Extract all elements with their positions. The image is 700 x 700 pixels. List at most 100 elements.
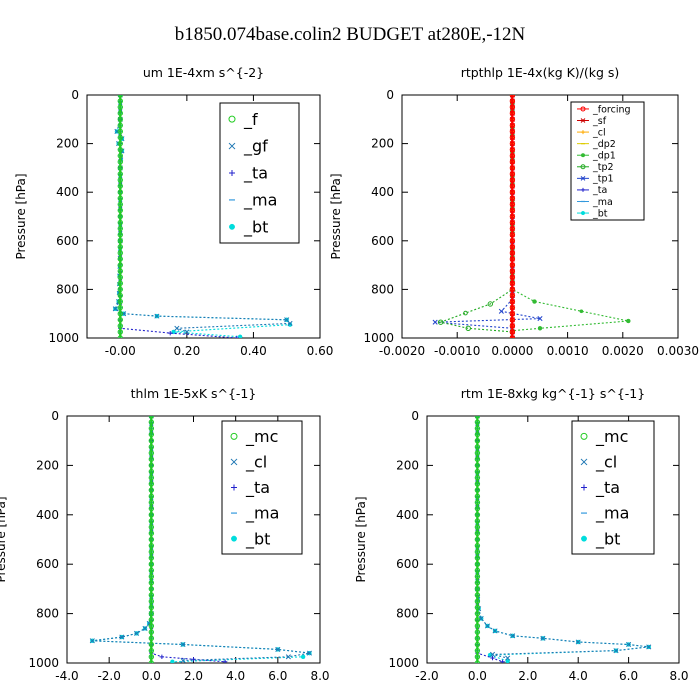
x-tick-label: 2.0 — [518, 669, 537, 683]
data-point — [509, 171, 516, 177]
legend-label: _tp2 — [592, 162, 614, 173]
data-point — [579, 309, 584, 314]
panel-title: rtm 1E-8xkg kg^{-1} s^{-1} — [461, 386, 645, 401]
data-point — [148, 475, 155, 481]
y-tick-label: 600 — [36, 557, 59, 571]
legend: _mc _cl _ta _ma _bt — [571, 420, 655, 555]
data-point — [474, 617, 481, 623]
panel-2: rtpthlp 1E-4x(kg K)/(kg s) Pressure [hPa]… — [329, 65, 699, 358]
data-point — [474, 524, 481, 530]
data-point — [474, 555, 481, 561]
data-point — [465, 325, 471, 331]
data-point — [117, 201, 123, 208]
data-point — [505, 655, 511, 661]
panel-1: um 1E-4xm s^{-2} Pressure [hPa] 0 200 400 600… — [14, 65, 333, 358]
data-point — [148, 635, 155, 641]
legend-item: _cl — [580, 453, 617, 473]
data-point — [148, 499, 155, 506]
y-tick-label: 400 — [371, 185, 394, 199]
data-point — [117, 165, 123, 171]
data-point — [117, 116, 123, 123]
legend-label: _bt — [245, 529, 270, 549]
x-tick-label: 6.0 — [268, 669, 287, 683]
y-tick-label: 0 — [411, 409, 419, 423]
data-point — [148, 567, 155, 574]
data-point — [537, 316, 543, 322]
data-point — [474, 623, 481, 629]
y-tick-label: 200 — [371, 137, 394, 151]
data-point — [474, 598, 481, 604]
y-tick-label: 800 — [56, 282, 79, 296]
x-tick-label: 8.0 — [669, 669, 688, 683]
data-point — [148, 555, 155, 561]
data-point — [509, 213, 516, 220]
y-tick-label: 0 — [51, 409, 59, 423]
series-group — [112, 95, 293, 338]
data-point — [474, 505, 481, 512]
plot-frame — [426, 415, 680, 664]
data-point — [117, 256, 123, 262]
data-point — [117, 280, 123, 287]
data-point — [117, 159, 123, 165]
panel-title: um 1E-4xm s^{-2} — [143, 65, 264, 80]
legend-item: _ta — [229, 164, 268, 184]
data-point — [509, 134, 516, 141]
data-point — [117, 292, 123, 299]
data-point — [148, 604, 155, 611]
y-tick-label: 600 — [396, 557, 419, 571]
data-point — [237, 334, 243, 338]
series-line — [476, 416, 503, 663]
legend-marker — [228, 115, 236, 123]
data-point — [287, 320, 293, 326]
legend: _f _gf _ta _ma _bt — [219, 102, 300, 244]
data-point — [117, 153, 123, 159]
data-point — [510, 633, 516, 639]
data-point — [474, 542, 481, 549]
data-point — [117, 268, 123, 274]
x-tick-label: 0.0010 — [547, 344, 589, 358]
legend-item: _mc — [580, 427, 628, 447]
data-point — [148, 431, 155, 438]
data-point — [613, 648, 619, 654]
data-point — [148, 549, 155, 555]
data-point — [117, 298, 123, 305]
plot-frame — [401, 94, 679, 339]
data-point — [148, 481, 155, 487]
data-point — [474, 419, 481, 425]
y-axis-label: Pressure [hPa] — [0, 496, 8, 582]
data-point — [537, 326, 543, 331]
data-point — [509, 189, 516, 195]
data-point — [117, 262, 123, 268]
x-tick-label: 0.0030 — [657, 344, 699, 358]
data-point — [148, 586, 155, 592]
legend-item: _bt — [231, 529, 270, 549]
data-point — [509, 304, 516, 311]
data-point — [148, 580, 155, 586]
data-point — [509, 244, 516, 250]
x-tick-label: -0.00 — [105, 344, 136, 358]
data-point — [474, 604, 481, 611]
data-point — [646, 644, 652, 650]
data-point — [474, 549, 481, 555]
legend-label: _dp2 — [592, 139, 616, 150]
legend-item: _ma — [231, 504, 279, 524]
x-tick-label: -2.0 — [415, 669, 438, 683]
legend-item: _ta — [577, 185, 607, 196]
data-point — [148, 425, 155, 432]
series-line — [435, 95, 541, 338]
legend-item: _tp2 — [577, 162, 614, 173]
data-point — [474, 647, 481, 654]
series-group — [432, 95, 631, 338]
x-tick-label: 2.0 — [184, 669, 203, 683]
data-point — [474, 586, 481, 592]
data-point — [117, 286, 123, 293]
data-point — [474, 425, 481, 432]
data-point — [117, 98, 123, 104]
x-tick-label: 0.0000 — [491, 344, 533, 358]
data-point — [474, 567, 481, 574]
data-point — [474, 629, 481, 635]
data-point — [117, 207, 123, 214]
legend-label: _ta — [592, 185, 607, 196]
legend-box — [570, 101, 645, 221]
